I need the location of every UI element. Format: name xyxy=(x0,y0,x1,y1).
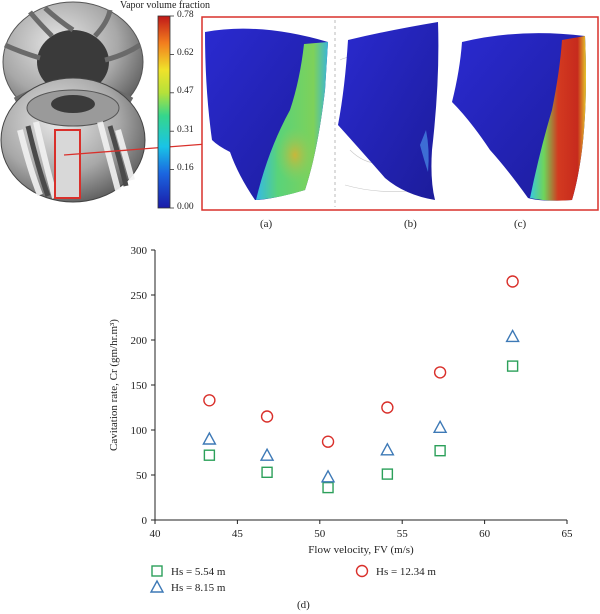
colorbar-tick: 0.62 xyxy=(177,48,194,58)
contour-panel-c xyxy=(452,33,586,201)
x-tick-label: 65 xyxy=(562,528,574,540)
legend-marker-triangle xyxy=(149,579,165,593)
blade-highlight-box xyxy=(54,129,81,199)
data-point-triangle xyxy=(259,447,275,461)
data-point-square xyxy=(434,444,446,457)
cavitation-figure-top xyxy=(0,1,599,211)
colorbar xyxy=(157,15,171,209)
data-point-square xyxy=(322,481,334,494)
chart-axes: 40 45 50 55 60 65 0 50 100 150 200 250 300 xyxy=(131,245,574,540)
y-tick-label: 100 xyxy=(131,425,148,437)
x-tick-label: 55 xyxy=(397,528,409,540)
contour-panel-b xyxy=(338,22,439,200)
data-point-circle xyxy=(433,366,447,379)
y-axis-label: Cavitation rate, Cr (gm/hr.m³) xyxy=(108,319,120,451)
data-point-circle xyxy=(321,435,335,448)
turbine-runner-image xyxy=(0,1,146,203)
legend-marker-circle xyxy=(355,564,369,578)
contour-panel-a xyxy=(205,28,328,200)
data-point-triangle xyxy=(432,419,448,434)
y-tick-label: 300 xyxy=(131,245,148,257)
colorbar-tick: 0.78 xyxy=(177,10,194,20)
cavitation-rate-chart: 40 45 50 55 60 65 0 50 100 150 200 250 300 Flow velo… xyxy=(108,245,574,594)
panel-label-b: (b) xyxy=(404,218,417,230)
y-tick-label: 150 xyxy=(131,380,148,392)
x-tick-label: 60 xyxy=(479,528,491,540)
legend-label: Hs = 8.15 m xyxy=(171,582,226,594)
chart-legend: Hs = 5.54 m Hs = 8.15 m Hs = 12.34 m xyxy=(149,564,436,594)
data-point-triangle xyxy=(320,469,336,483)
panel-label-d: (d) xyxy=(297,599,310,611)
colorbar-tick: 0.31 xyxy=(177,125,194,135)
data-point-triangle xyxy=(202,431,217,445)
colorbar-tick: 0.47 xyxy=(177,86,194,96)
x-axis-label: Flow velocity, FV (m/s) xyxy=(308,544,414,556)
chart-marks xyxy=(202,275,520,494)
legend-marker-square xyxy=(151,565,163,577)
data-point-triangle xyxy=(505,328,520,343)
data-point-triangle xyxy=(380,442,395,456)
data-point-circle xyxy=(203,394,216,407)
panel-label-c: (c) xyxy=(514,218,527,230)
colorbar-tick: 0.00 xyxy=(177,202,194,212)
data-point-circle xyxy=(381,401,394,414)
y-tick-label: 0 xyxy=(142,515,148,527)
data-point-square xyxy=(506,360,519,372)
legend-label: Hs = 12.34 m xyxy=(376,566,436,578)
data-point-circle xyxy=(506,275,519,288)
data-point-square xyxy=(381,468,394,480)
x-tick-label: 50 xyxy=(314,528,326,540)
data-point-square xyxy=(203,449,216,461)
y-tick-label: 200 xyxy=(131,335,148,347)
data-point-circle xyxy=(260,410,274,423)
panel-label-a: (a) xyxy=(260,218,273,230)
x-tick-label: 45 xyxy=(232,528,244,540)
x-tick-label: 40 xyxy=(150,528,162,540)
legend-label: Hs = 5.54 m xyxy=(171,566,226,578)
y-tick-label: 250 xyxy=(131,290,148,302)
colorbar-tick: 0.16 xyxy=(177,163,194,173)
data-point-square xyxy=(261,466,273,479)
colorbar-title: Vapor volume fraction xyxy=(120,0,210,11)
y-tick-label: 50 xyxy=(136,470,148,482)
